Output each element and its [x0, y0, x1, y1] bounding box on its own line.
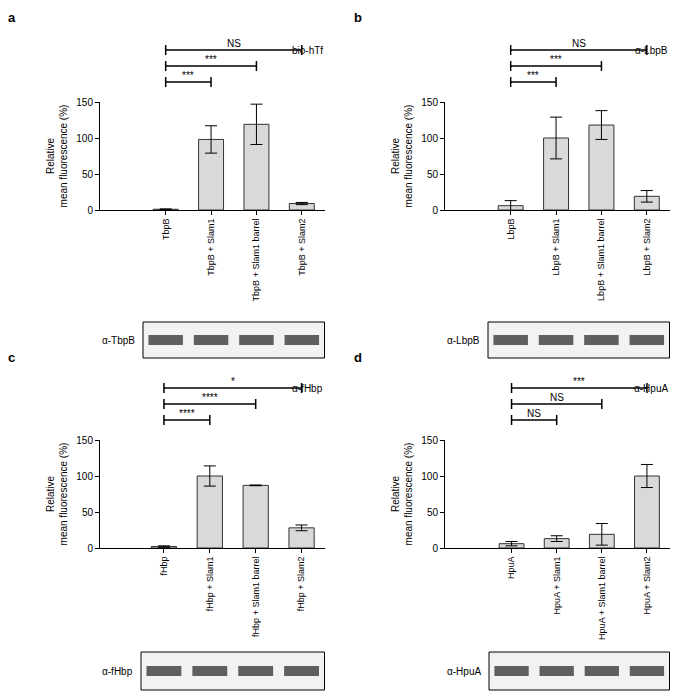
svg-text:LbpB: LbpB: [506, 219, 516, 240]
svg-text:****: ****: [179, 408, 195, 419]
svg-text:TbpB + Slam1: TbpB + Slam1: [206, 219, 216, 276]
svg-text:***: ***: [550, 54, 562, 65]
svg-text:HpuA: HpuA: [506, 557, 516, 580]
svg-text:100: 100: [421, 133, 438, 144]
svg-text:Relativemean fluorescence (%): Relativemean fluorescence (%): [45, 443, 69, 546]
svg-text:TbpB + Slam2: TbpB + Slam2: [297, 219, 307, 276]
svg-text:fHbp: fHbp: [159, 557, 169, 576]
svg-text:c: c: [8, 350, 15, 365]
svg-text:0: 0: [432, 543, 438, 554]
svg-text:50: 50: [82, 507, 94, 518]
svg-text:*: *: [231, 376, 235, 387]
svg-text:HpuA + Slam2: HpuA + Slam2: [642, 557, 652, 615]
svg-text:NS: NS: [572, 38, 586, 49]
svg-text:fHbp + Slam1: fHbp + Slam1: [205, 557, 215, 612]
svg-text:d: d: [354, 350, 362, 365]
svg-text:NS: NS: [527, 408, 541, 419]
svg-text:NS: NS: [227, 38, 241, 49]
svg-text:***: ***: [527, 70, 539, 81]
svg-text:fHbp + Slam2: fHbp + Slam2: [296, 557, 306, 612]
svg-text:TbpB: TbpB: [161, 219, 171, 241]
svg-text:150: 150: [421, 435, 438, 446]
svg-text:150: 150: [76, 97, 93, 108]
svg-text:100: 100: [76, 133, 93, 144]
svg-text:α-TbpB: α-TbpB: [102, 335, 135, 346]
svg-text:LbpB + Slam1: LbpB + Slam1: [551, 219, 561, 276]
svg-text:α-LbpB: α-LbpB: [635, 45, 668, 56]
svg-text:HpuA + Slam1 barrel: HpuA + Slam1 barrel: [597, 557, 607, 640]
svg-text:****: ****: [202, 392, 218, 403]
svg-text:50: 50: [427, 169, 439, 180]
svg-text:***: ***: [573, 376, 585, 387]
svg-text:150: 150: [76, 435, 93, 446]
svg-text:0: 0: [87, 543, 93, 554]
svg-text:0: 0: [432, 205, 438, 216]
svg-text:α-HpuA: α-HpuA: [447, 666, 481, 677]
svg-text:Relativemean fluorescence (%): Relativemean fluorescence (%): [390, 443, 414, 546]
svg-text:100: 100: [76, 471, 93, 482]
svg-text:***: ***: [182, 70, 194, 81]
svg-text:Relativemean fluorescence (%): Relativemean fluorescence (%): [45, 105, 69, 208]
svg-text:0: 0: [87, 205, 93, 216]
svg-text:bio-hTf: bio-hTf: [292, 45, 323, 56]
svg-text:150: 150: [421, 97, 438, 108]
svg-text:HpuA + Slam1: HpuA + Slam1: [552, 557, 562, 615]
svg-text:***: ***: [205, 54, 217, 65]
svg-text:α-fHbp: α-fHbp: [292, 383, 323, 394]
svg-text:100: 100: [421, 471, 438, 482]
svg-text:50: 50: [82, 169, 94, 180]
svg-text:α-LbpB: α-LbpB: [447, 335, 480, 346]
svg-text:NS: NS: [550, 392, 564, 403]
svg-text:TbpB + Slam1 barrel: TbpB + Slam1 barrel: [251, 219, 261, 302]
svg-text:α-HpuA: α-HpuA: [634, 383, 668, 394]
svg-text:α-fHbp: α-fHbp: [102, 666, 133, 677]
svg-text:LbpB + Slam1 barrel: LbpB + Slam1 barrel: [596, 219, 606, 301]
svg-text:fHbp + Slam1 barrel: fHbp + Slam1 barrel: [251, 557, 261, 637]
svg-text:LbpB + Slam2: LbpB + Slam2: [642, 219, 652, 276]
svg-text:Relativemean fluorescence (%): Relativemean fluorescence (%): [390, 105, 414, 208]
svg-text:b: b: [354, 10, 362, 25]
svg-text:50: 50: [427, 507, 439, 518]
svg-text:a: a: [8, 10, 16, 25]
